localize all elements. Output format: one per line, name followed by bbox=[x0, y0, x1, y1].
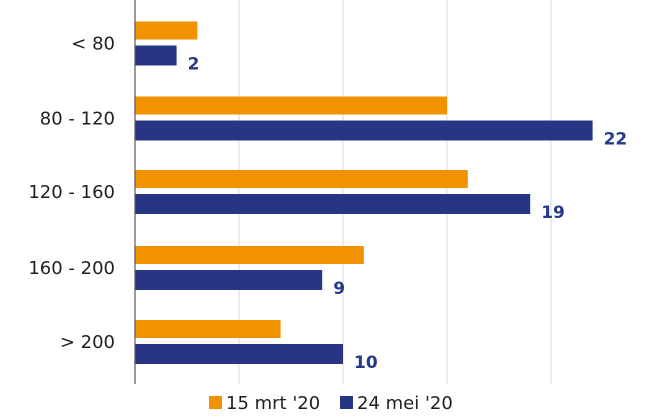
legend-swatch bbox=[340, 396, 353, 409]
bar bbox=[135, 96, 447, 115]
bar bbox=[135, 320, 281, 338]
legend: 15 mrt '20 24 mei '20 bbox=[209, 393, 453, 414]
category-label: > 200 bbox=[60, 332, 115, 353]
bar bbox=[135, 21, 198, 40]
bar bbox=[135, 194, 531, 214]
data-label: 19 bbox=[541, 203, 565, 223]
data-label: 2 bbox=[188, 55, 200, 75]
bar bbox=[135, 45, 177, 66]
data-label: 10 bbox=[354, 353, 378, 373]
category-label: 80 - 120 bbox=[40, 109, 115, 130]
gridlines bbox=[238, 0, 552, 384]
category-label: 160 - 200 bbox=[28, 258, 115, 279]
legend-swatch bbox=[209, 396, 222, 409]
labels: < 80 2 80 - 120 22 120 - 160 19 160 - 200 9 > 20… bbox=[28, 34, 627, 374]
legend-label: 24 mei '20 bbox=[357, 393, 453, 414]
category-label: 120 - 160 bbox=[28, 182, 115, 203]
category-label: < 80 bbox=[71, 34, 115, 55]
data-label: 22 bbox=[604, 130, 628, 150]
bar bbox=[135, 170, 468, 188]
bar bbox=[135, 246, 364, 264]
bar bbox=[135, 120, 593, 141]
bars bbox=[135, 21, 593, 364]
bar bbox=[135, 270, 323, 290]
bar bbox=[135, 344, 343, 364]
data-label: 9 bbox=[333, 279, 345, 299]
legend-label: 15 mrt '20 bbox=[226, 393, 320, 414]
